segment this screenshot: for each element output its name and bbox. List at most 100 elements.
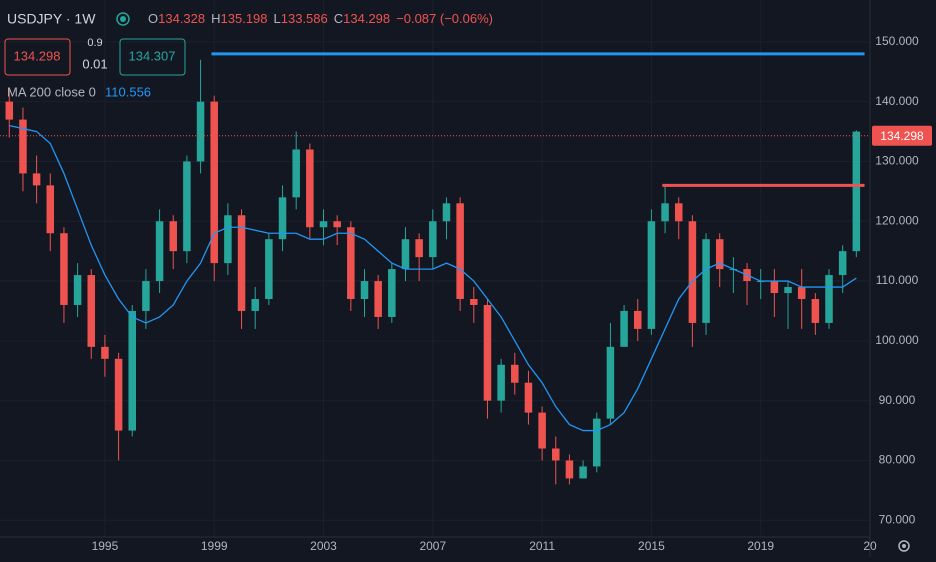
candle-body: [5, 101, 14, 120]
buy-price: 134.307: [129, 48, 176, 63]
ma-line: [9, 124, 857, 432]
candle-body: [73, 275, 82, 305]
candle-body: [210, 101, 218, 264]
candle-body: [265, 239, 273, 299]
candle-body: [620, 310, 628, 347]
x-tick-label: 20: [863, 539, 877, 553]
candle-body: [811, 298, 820, 323]
candle-body: [306, 149, 314, 228]
ma-value: 110.556: [105, 84, 151, 99]
ohlc-value: 133.586: [281, 11, 328, 26]
symbol: USDJPY · 1W: [7, 11, 96, 27]
sell-box[interactable]: [4, 38, 71, 76]
candle-body: [497, 364, 505, 401]
y-tick-label: 120.000: [875, 213, 919, 227]
candle-body: [19, 119, 27, 174]
y-tick-label: 100.000: [875, 333, 919, 347]
status-dot: [120, 16, 126, 22]
x-tick-label: 1995: [92, 539, 119, 553]
candle-body: [715, 239, 724, 270]
candle-body: [797, 287, 806, 299]
candle-body: [442, 203, 451, 222]
candle-body: [483, 304, 492, 401]
candle-body: [524, 382, 533, 413]
candle-body: [196, 101, 205, 162]
candle-body: [852, 131, 861, 252]
candle-body: [825, 275, 833, 323]
candle-body: [388, 269, 396, 317]
candle-body: [579, 466, 587, 479]
candle-body: [429, 221, 437, 258]
candle-body: [169, 221, 177, 252]
candle-body: [688, 221, 697, 323]
candle-body: [702, 239, 710, 323]
axes: 70.000 80.000 90.000 100.000 110.000 120.000 1…: [92, 34, 932, 553]
candle-body: [46, 185, 55, 234]
candle-body: [319, 221, 328, 228]
x-tick-label: 2015: [638, 539, 665, 553]
x-tick-label: 2007: [419, 539, 446, 553]
candle-body: [511, 364, 519, 383]
ohlc-value: 134.328: [158, 11, 205, 26]
x-tick-label: 2019: [747, 539, 774, 553]
ohlc-label: H: [211, 11, 220, 26]
candle-body: [784, 287, 792, 294]
buy-box[interactable]: [119, 38, 186, 76]
x-tick-label: 2003: [310, 539, 337, 553]
y-tick-label: 90.000: [879, 393, 916, 407]
y-tick-label: 150.000: [875, 34, 919, 48]
x-tick-label: 1999: [201, 539, 228, 553]
candle-body: [401, 239, 410, 270]
candle-body: [224, 215, 232, 264]
candle-body: [415, 239, 423, 258]
candle-body: [60, 233, 68, 305]
status-icon: [116, 12, 130, 26]
candle-body: [237, 215, 246, 311]
candle-body: [565, 460, 574, 479]
y-tick-label: 70.000: [879, 512, 916, 526]
candle-body: [456, 203, 464, 299]
candle-body: [292, 149, 300, 198]
y-tick-label: 130.000: [875, 154, 919, 168]
candle-body: [87, 275, 96, 347]
plot: [0, 52, 870, 485]
spread: 0.9: [87, 37, 102, 49]
x-tick-label: 2011: [529, 539, 555, 553]
candle-body: [770, 281, 779, 294]
candle-body: [374, 281, 382, 317]
candle-body: [32, 173, 41, 186]
ohlc-value: 134.298: [343, 11, 390, 26]
candle-body: [661, 203, 669, 222]
candle-body: [183, 161, 191, 252]
candle-body: [538, 412, 546, 449]
spread: 0.01: [82, 56, 107, 71]
candle-body: [278, 197, 287, 240]
candle-body: [470, 298, 478, 305]
ohlc-label: O: [148, 11, 158, 26]
candle-body: [251, 298, 259, 311]
candle-body: [838, 251, 847, 276]
ohlc-label: C: [334, 11, 343, 26]
candle-body: [114, 358, 123, 431]
sell-price: 134.298: [14, 48, 61, 63]
y-tick-label: 80.000: [879, 453, 916, 467]
settings-icon[interactable]: [898, 540, 910, 552]
candle-body: [128, 310, 137, 431]
candle-body: [101, 346, 109, 359]
last-price-box: [872, 125, 932, 146]
candle-body: [647, 221, 656, 329]
candle-body: [633, 310, 642, 329]
candle-body: [360, 281, 369, 299]
candle-body: [155, 221, 164, 282]
candle-body: [606, 346, 615, 419]
candle-body: [333, 221, 341, 228]
last-price-label: 134.298: [880, 129, 924, 143]
y-tick-label: 110.000: [876, 273, 919, 287]
ohlc: O134.328 H135.198 L133.586 C134.298 −0.087 (…: [148, 11, 493, 26]
candle-body: [552, 448, 560, 461]
candle-body: [674, 203, 683, 222]
candle-body: [593, 418, 601, 467]
ohlc-value: 135.198: [221, 11, 268, 26]
ohlc-label: L: [274, 11, 281, 26]
